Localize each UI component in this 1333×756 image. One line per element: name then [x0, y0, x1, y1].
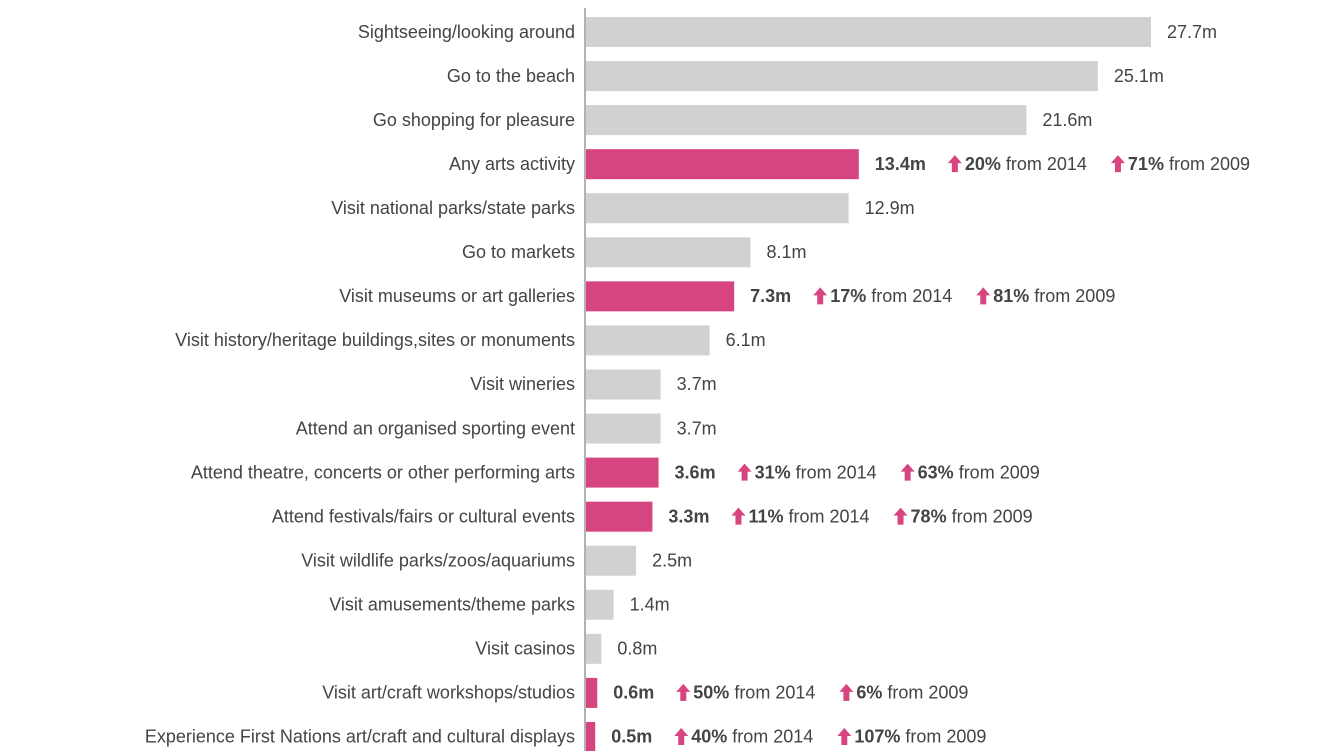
growth-value: 107% [854, 727, 900, 747]
bar [586, 17, 1151, 47]
up-arrow-icon [676, 683, 691, 701]
growth-label: from 2009 [959, 462, 1040, 482]
up-arrow-icon [1110, 155, 1125, 173]
growth-value: 20% [965, 154, 1001, 174]
growth-value: 71% [1128, 154, 1164, 174]
bar [586, 105, 1027, 136]
up-arrow-icon [839, 683, 854, 701]
growth-value: 11% [748, 506, 783, 526]
growth-label: from 2014 [732, 727, 813, 747]
value-label: 8.1m [767, 242, 807, 262]
bar [586, 281, 735, 312]
bar [586, 721, 596, 752]
growth-label: from 2009 [1169, 154, 1250, 174]
category-label: Visit amusements/theme parks [329, 595, 575, 615]
growth-value: 31% [755, 462, 791, 482]
value-label: 1.4m [630, 595, 670, 615]
value-label: 12.9m [865, 198, 915, 218]
category-label: Attend festivals/fairs or cultural event… [272, 506, 575, 526]
growth-value: 50% [693, 683, 729, 703]
category-label: Visit wineries [470, 374, 575, 394]
category-label: Go to markets [462, 242, 575, 262]
up-arrow-icon [813, 287, 828, 305]
growth-label: from 2009 [952, 506, 1033, 526]
value-label: 0.8m [617, 639, 657, 659]
up-arrow-icon [737, 463, 752, 481]
growth-value: 6% [856, 683, 882, 703]
growth-label: from 2014 [789, 506, 870, 526]
growth-label: from 2009 [1034, 286, 1115, 306]
category-label: Attend an organised sporting event [296, 418, 575, 438]
growth-label: from 2014 [871, 286, 952, 306]
value-label: 21.6m [1042, 110, 1092, 130]
value-label: 6.1m [726, 330, 766, 350]
bar [586, 457, 659, 488]
up-arrow-icon [893, 507, 908, 525]
value-label: 25.1m [1114, 66, 1164, 86]
bar [586, 369, 661, 400]
category-label: Any arts activity [449, 154, 575, 174]
growth-value: 78% [911, 506, 947, 526]
category-label: Visit wildlife parks/zoos/aquariums [301, 550, 575, 570]
bar [586, 589, 614, 620]
category-label: Visit history/heritage buildings,sites o… [175, 330, 575, 350]
growth-label: from 2014 [734, 683, 815, 703]
growth-label: from 2009 [905, 727, 986, 747]
up-arrow-icon [976, 287, 991, 305]
bar [586, 325, 710, 356]
growth-value: 17% [830, 286, 866, 306]
category-label: Go to the beach [447, 66, 575, 86]
bar [586, 61, 1098, 92]
up-arrow-icon [947, 155, 962, 173]
growth-label: from 2014 [796, 462, 877, 482]
value-label: 3.3m [668, 506, 709, 526]
category-label: Go shopping for pleasure [373, 110, 575, 130]
category-label: Visit casinos [475, 639, 575, 659]
bar [586, 633, 602, 664]
up-arrow-icon [837, 727, 852, 745]
category-label: Visit museums or art galleries [339, 286, 575, 306]
bar [586, 501, 653, 532]
category-label: Sightseeing/looking around [358, 22, 575, 42]
value-label: 3.6m [675, 462, 716, 482]
growth-value: 40% [691, 727, 727, 747]
value-label: 0.6m [613, 683, 654, 703]
value-label: 2.5m [652, 550, 692, 570]
growth-label: from 2009 [887, 683, 968, 703]
value-label: 7.3m [750, 286, 791, 306]
bar [586, 193, 849, 224]
category-label: Experience First Nations art/craft and c… [145, 727, 575, 747]
value-label: 0.5m [611, 727, 652, 747]
bar [586, 545, 637, 576]
value-label: 27.7m [1167, 22, 1217, 42]
up-arrow-icon [900, 463, 915, 481]
category-label: Visit art/craft workshops/studios [322, 683, 575, 703]
bar [586, 149, 859, 180]
growth-label: from 2014 [1006, 154, 1087, 174]
category-label: Attend theatre, concerts or other perfor… [191, 462, 575, 482]
value-label: 3.7m [677, 374, 717, 394]
up-arrow-icon [674, 727, 689, 745]
bar [586, 413, 661, 444]
bar [586, 237, 751, 268]
category-label: Visit national parks/state parks [331, 198, 575, 218]
bar [586, 677, 598, 708]
growth-value: 81% [993, 286, 1029, 306]
up-arrow-icon [731, 507, 746, 525]
growth-value: 63% [918, 462, 954, 482]
value-label: 3.7m [677, 418, 717, 438]
value-label: 13.4m [875, 154, 926, 174]
